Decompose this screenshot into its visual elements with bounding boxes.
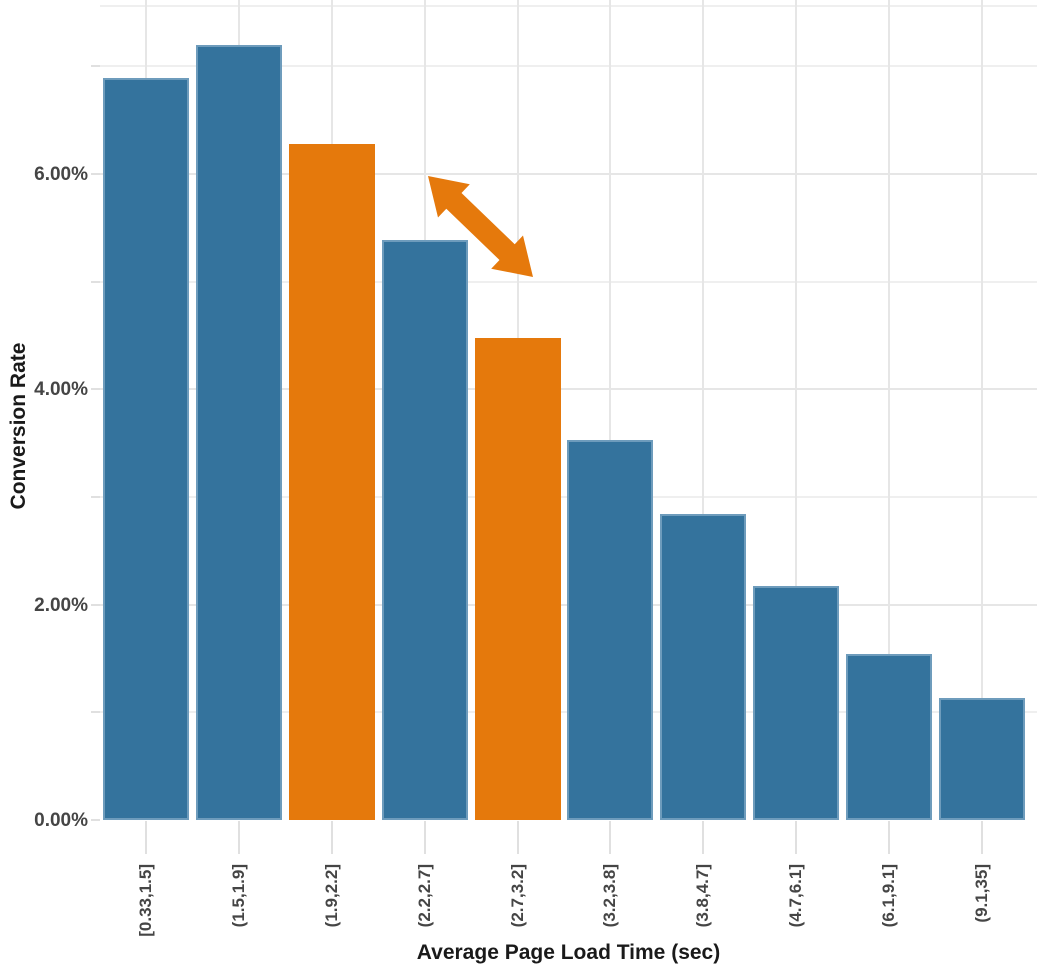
bar-(1.9,2.2] — [289, 143, 375, 820]
x-tick-label-text: (4.7,6.1] — [786, 864, 805, 928]
category-gridline — [980, 0, 983, 820]
x-axis-tick — [702, 821, 705, 854]
x-tick-label-text: (2.7,3.2] — [507, 864, 527, 928]
category-gridline — [702, 0, 705, 820]
bar-[0.33,1.5] — [103, 78, 190, 820]
x-tick-label-text: (1.5,1.9] — [229, 864, 249, 928]
x-tick-label-text: (3.2,3.8] — [600, 864, 620, 928]
x-axis-tick — [795, 821, 797, 854]
x-axis-tick — [145, 821, 148, 854]
minor-gridline — [100, 280, 1037, 283]
x-axis-tick — [331, 821, 333, 854]
x-axis-title: Average Page Load Time (sec) — [416, 941, 721, 964]
y-axis-tick — [91, 388, 100, 391]
y-tick-label: 0.00% — [34, 810, 88, 831]
x-tick-label-text: [0.33,1.5] — [136, 864, 156, 937]
x-tick-label-text: (2.2,2.7] — [414, 864, 434, 928]
y-axis-tick — [91, 603, 100, 606]
category-gridline — [609, 0, 612, 820]
y-axis-tick — [91, 711, 100, 714]
y-tick-label: 2.00% — [34, 594, 88, 616]
bar-(1.5,1.9] — [196, 44, 283, 820]
y-axis-tick — [91, 172, 100, 175]
x-axis-tick — [980, 821, 983, 854]
x-tick-label-text: (9.1,35] — [971, 864, 991, 923]
category-gridline — [795, 0, 797, 820]
bar-(9.1,35] — [938, 698, 1025, 820]
minor-gridline — [100, 65, 1037, 68]
y-axis-title-text: Conversion Rate — [7, 342, 30, 510]
minor-gridline — [100, 5, 1037, 7]
y-tick-label: 6.00% — [34, 163, 88, 185]
bar-(3.2,3.8] — [567, 439, 654, 820]
bar-(2.7,3.2] — [474, 337, 561, 820]
y-tick-label: 4.00% — [34, 379, 88, 401]
bar-(4.7,6.1] — [753, 586, 839, 820]
x-axis-tick — [238, 821, 241, 854]
bar-(2.2,2.7] — [381, 239, 468, 820]
major-gridline — [100, 172, 1037, 175]
y-axis-tick — [91, 819, 100, 821]
x-tick-label-text: (3.8,4.7] — [693, 864, 713, 928]
x-axis-tick — [609, 821, 612, 854]
bar-(3.8,4.7] — [660, 514, 747, 820]
major-gridline — [100, 388, 1037, 391]
y-axis-tick — [91, 495, 100, 498]
x-axis-tick — [423, 821, 426, 854]
x-tick-label-text: (1.9,2.2] — [322, 864, 341, 928]
x-tick-label-text: (6.1,9.1] — [878, 864, 898, 928]
category-gridline — [887, 0, 890, 820]
x-axis-tick — [516, 821, 519, 854]
y-axis-tick — [91, 65, 100, 68]
bar-(6.1,9.1] — [845, 654, 932, 820]
y-axis-tick — [91, 280, 100, 283]
x-axis-tick — [887, 821, 890, 854]
